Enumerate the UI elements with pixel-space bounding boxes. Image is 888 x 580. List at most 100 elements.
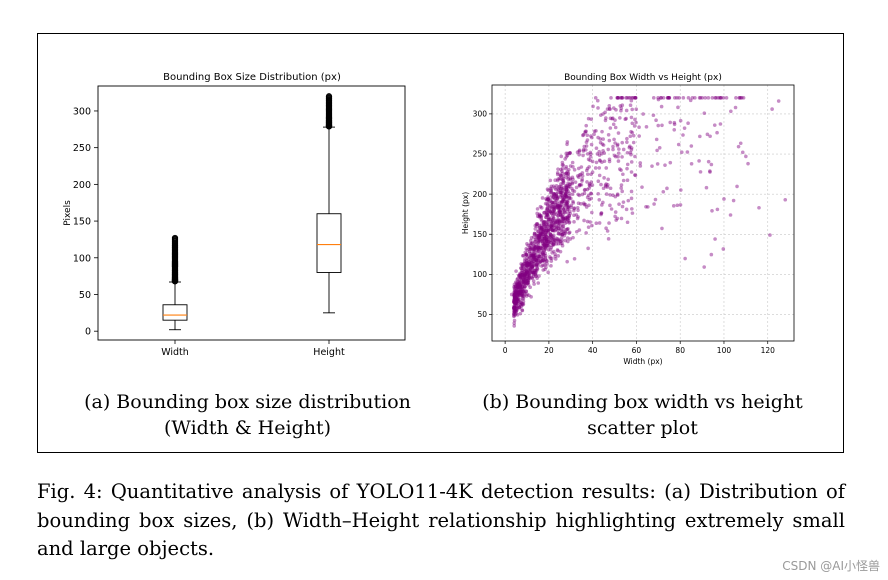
scatter-point bbox=[770, 107, 774, 111]
scatter-point bbox=[540, 251, 545, 255]
scatter-point bbox=[551, 223, 556, 228]
scatter-point bbox=[525, 258, 529, 263]
scatter-point bbox=[536, 247, 541, 251]
subcaption-a-line2: (Width & Height) bbox=[163, 417, 332, 439]
scatter-point bbox=[583, 130, 587, 135]
scatter-point bbox=[551, 215, 556, 220]
scatter-point bbox=[609, 207, 614, 211]
scatter-point bbox=[518, 287, 523, 292]
scatter-point bbox=[690, 96, 695, 100]
scatter-point bbox=[566, 171, 571, 176]
scatter-point bbox=[671, 204, 676, 208]
scatter-point bbox=[715, 130, 719, 135]
scatter-point bbox=[525, 272, 530, 276]
scatter-point bbox=[546, 230, 551, 234]
scatter-point bbox=[595, 98, 600, 103]
scatter-point bbox=[548, 209, 553, 214]
scatter-point bbox=[543, 236, 548, 240]
scatter-point bbox=[565, 140, 570, 144]
scatter-ytick-label: 300 bbox=[473, 110, 488, 119]
scatter-point bbox=[512, 300, 517, 304]
scatter-point bbox=[557, 203, 562, 208]
scatter-point bbox=[584, 231, 588, 235]
scatter-point bbox=[579, 201, 583, 206]
scatter-point bbox=[587, 181, 592, 186]
scatter-point bbox=[533, 245, 538, 249]
scatter-point bbox=[542, 234, 547, 239]
scatter-point bbox=[598, 137, 603, 141]
scatter-point bbox=[530, 241, 534, 246]
scatter-point bbox=[529, 264, 533, 268]
scatter-point bbox=[558, 195, 563, 199]
scatter-point bbox=[679, 150, 684, 155]
scatter-point bbox=[661, 189, 666, 194]
scatter-point bbox=[672, 127, 677, 132]
scatter-point bbox=[539, 248, 544, 253]
scatter-point bbox=[566, 214, 570, 219]
scatter-point bbox=[567, 221, 571, 225]
scatter-point bbox=[558, 205, 562, 210]
scatter-point bbox=[561, 212, 565, 217]
scatter-point bbox=[531, 270, 536, 275]
scatter-point bbox=[561, 207, 566, 211]
scatter-point bbox=[539, 225, 544, 230]
scatter-point bbox=[543, 226, 548, 231]
scatter-point bbox=[587, 186, 591, 190]
scatter-point bbox=[625, 178, 630, 182]
scatter-point bbox=[628, 150, 633, 155]
scatter-point bbox=[744, 154, 748, 159]
scatter-point bbox=[737, 96, 742, 100]
scatter-point bbox=[540, 231, 544, 236]
scatter-point bbox=[517, 274, 522, 278]
scatter-point bbox=[620, 96, 625, 100]
scatter-point bbox=[538, 238, 542, 243]
scatter-point bbox=[513, 301, 518, 305]
scatter-point bbox=[547, 199, 552, 203]
scatter-point bbox=[531, 279, 536, 283]
scatter-point bbox=[577, 183, 582, 188]
scatter-point bbox=[517, 275, 522, 279]
scatter-point bbox=[740, 150, 745, 155]
scatter-point bbox=[541, 258, 546, 263]
scatter-point bbox=[542, 228, 546, 233]
scatter-point bbox=[660, 123, 664, 128]
scatter-point bbox=[566, 184, 571, 189]
scatter-point bbox=[512, 295, 517, 300]
scatter-point bbox=[524, 281, 529, 285]
scatter-point bbox=[539, 217, 544, 221]
scatter-point bbox=[521, 253, 526, 258]
box-ytick-label: 50 bbox=[79, 290, 91, 301]
scatter-point bbox=[731, 198, 736, 203]
scatter-point bbox=[524, 266, 528, 270]
scatter-point bbox=[535, 247, 540, 251]
scatter-point bbox=[584, 140, 589, 144]
scatter-point bbox=[552, 212, 557, 217]
scatter-point bbox=[557, 206, 561, 210]
scatter-point bbox=[520, 273, 525, 278]
scatter-point bbox=[513, 296, 517, 301]
scatter-point bbox=[545, 228, 549, 232]
scatter-point bbox=[541, 245, 546, 249]
scatter-point bbox=[580, 192, 585, 197]
scatter-point bbox=[512, 299, 517, 304]
scatter-point bbox=[514, 300, 519, 305]
scatter-point bbox=[681, 133, 685, 137]
scatter-point bbox=[538, 260, 543, 264]
scatter-point bbox=[532, 244, 536, 248]
scatter-point bbox=[565, 183, 569, 188]
scatter-point bbox=[560, 198, 565, 203]
scatter-point bbox=[618, 116, 622, 120]
scatter-point bbox=[569, 203, 574, 208]
scatter-point bbox=[562, 206, 567, 210]
scatter-point bbox=[541, 250, 546, 255]
scatter-point bbox=[550, 236, 554, 241]
scatter-point bbox=[565, 207, 570, 212]
scatter-point bbox=[602, 176, 606, 180]
scatter-point bbox=[513, 294, 517, 299]
scatter-point bbox=[582, 201, 586, 206]
scatter-point bbox=[551, 209, 555, 213]
scatter-point bbox=[545, 241, 550, 246]
scatter-point bbox=[530, 257, 535, 262]
scatter-point bbox=[562, 195, 567, 200]
scatter-point bbox=[628, 134, 633, 139]
